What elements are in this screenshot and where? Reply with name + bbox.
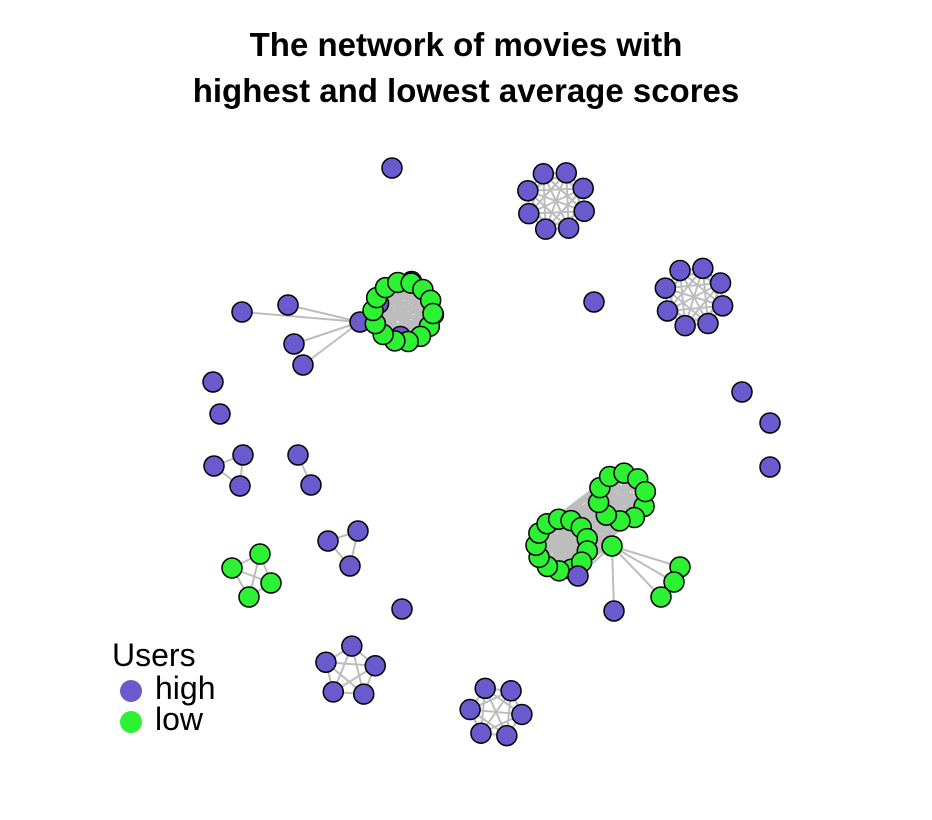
graph-edge [538, 532, 613, 547]
graph-node-high [731, 381, 753, 403]
graph-node-high [557, 217, 580, 239]
graph-node-high [534, 218, 557, 240]
graph-node-high [697, 312, 719, 335]
legend-title: Users [112, 637, 196, 673]
graph-node-high [674, 314, 696, 337]
graph-node-high [709, 272, 732, 294]
graph-node-high [656, 300, 679, 322]
graph-node-high [347, 520, 369, 542]
graph-node-low [650, 586, 672, 608]
graph-node-high [573, 200, 595, 223]
graph-edge [546, 478, 639, 568]
graph-node-high [341, 635, 363, 657]
graph-node-high [364, 654, 386, 677]
legend-item-low: low [112, 701, 203, 737]
graph-edge [287, 304, 361, 323]
graph-node-high [381, 157, 403, 179]
graph-edge [611, 545, 662, 598]
graph-edge [241, 311, 361, 323]
graph-node-high [203, 455, 225, 477]
graph-node-high [511, 703, 533, 726]
graph-node-low [238, 586, 260, 608]
graph-node-low [422, 302, 444, 325]
graph-edge [611, 545, 675, 583]
graph-node-high [500, 680, 522, 702]
graph-edge [611, 545, 681, 568]
graph-edge [302, 321, 361, 366]
graph-edge [535, 544, 613, 547]
graph-node-high [339, 555, 361, 577]
graph-node-high [459, 698, 481, 721]
graph-edge [293, 321, 361, 345]
graph-node-high [300, 474, 322, 496]
graph-node-high [209, 403, 231, 425]
legend-swatch-low [120, 711, 142, 733]
graph-node-high [232, 444, 254, 466]
graph-node-high [572, 177, 594, 200]
chart-title-line-2: highest and lowest average scores [192, 72, 740, 109]
graph-node-high [391, 598, 413, 620]
legend-label-low: low [155, 701, 204, 737]
graph-node-high [555, 162, 578, 184]
graph-node-high [532, 163, 555, 185]
graph-node-high [518, 202, 540, 225]
legend-swatch-high [120, 680, 142, 702]
chart-title-line-1: The network of movies with [249, 26, 683, 63]
graph-node-high [759, 412, 781, 434]
graph-node-high [202, 371, 224, 393]
graph-node-high [583, 291, 605, 313]
graph-node-high [603, 600, 625, 622]
graph-edge [611, 545, 615, 612]
graph-node-high [711, 295, 734, 317]
graph-node-high [315, 651, 337, 673]
graph-node-high [283, 333, 305, 355]
graph-node-high [470, 722, 492, 744]
graph-node-low [601, 535, 623, 557]
graph-node-high [287, 444, 309, 466]
graph-node-high [669, 259, 691, 282]
legend-label-high: high [155, 670, 216, 706]
graph-node-low [663, 571, 685, 593]
graph-node-low [260, 572, 282, 594]
graph-node-high [317, 530, 339, 552]
graph-node-high [353, 683, 375, 705]
graph-node-high [654, 277, 677, 299]
graph-node-high [277, 294, 299, 316]
legend: Users high low [112, 636, 216, 737]
graph-node-low [634, 480, 657, 503]
legend-item-high: high [112, 670, 216, 706]
graph-node-high [759, 456, 781, 478]
graph-node-high [567, 565, 589, 587]
graph-node-high [292, 354, 314, 376]
graph-node-high [517, 179, 539, 202]
graph-node-low [221, 557, 243, 579]
graph-node-high [496, 724, 518, 747]
graph-node-high [322, 681, 345, 703]
graph-node-high [229, 475, 251, 497]
graph-node-high [231, 301, 253, 323]
graph-node-high [692, 257, 714, 280]
graph-node-high [474, 677, 496, 700]
graph-node-low [249, 543, 271, 565]
